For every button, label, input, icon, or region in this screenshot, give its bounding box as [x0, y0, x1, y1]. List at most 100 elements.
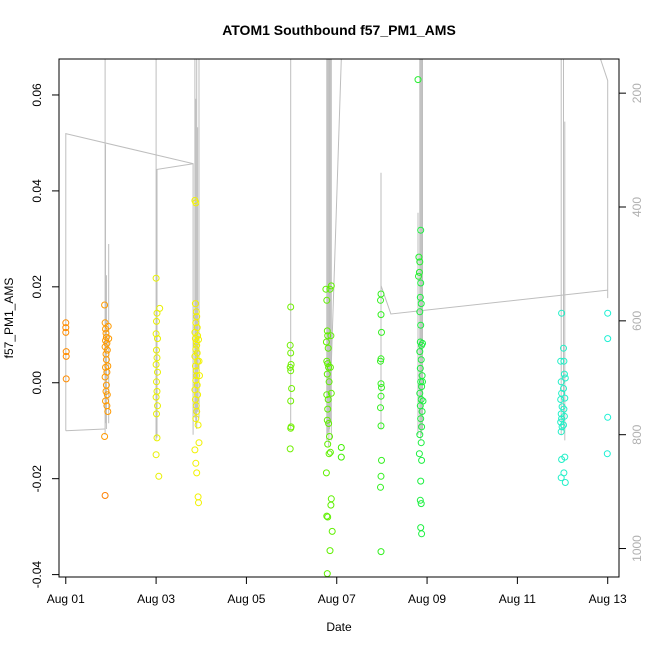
data-point — [416, 431, 424, 439]
data-point — [419, 378, 426, 386]
data-point — [322, 469, 330, 477]
data-point — [103, 391, 111, 399]
secondary-trace-segment — [600, 58, 609, 299]
data-point — [102, 329, 110, 337]
data-point — [560, 421, 567, 429]
data-point — [604, 413, 612, 421]
data-point — [326, 433, 333, 440]
x-tick-label: Aug 13 — [589, 592, 627, 606]
data-point — [377, 483, 384, 491]
data-point — [62, 324, 70, 332]
secondary-y-axis: 200 400 600 800 1000 — [619, 83, 644, 562]
data-point — [153, 410, 160, 418]
x-axis: Aug 01 Aug 03 Aug 05 Aug 07 Aug 09 Aug 11 Aug … — [47, 576, 627, 606]
data-point — [191, 362, 199, 370]
data-point — [152, 274, 160, 282]
data-point — [192, 308, 200, 316]
data-point — [193, 372, 201, 380]
data-point — [195, 336, 202, 344]
data-point — [104, 322, 112, 330]
x-axis-label: Date — [326, 620, 352, 634]
data-point — [604, 335, 612, 343]
data-points-layer — [62, 76, 612, 578]
data-point — [560, 357, 568, 365]
data-point — [560, 469, 568, 477]
data-point — [418, 456, 426, 464]
data-point — [561, 479, 569, 486]
data-point — [192, 367, 200, 375]
data-point — [152, 393, 160, 401]
data-point — [327, 332, 335, 340]
data-point — [191, 335, 199, 343]
data-point — [417, 500, 425, 508]
data-point — [191, 446, 199, 454]
data-point — [102, 397, 109, 405]
data-point — [558, 309, 566, 317]
data-point — [378, 456, 385, 464]
data-point — [153, 346, 160, 354]
data-point — [416, 348, 424, 356]
y2-tick-label: 1000 — [630, 535, 644, 562]
data-point — [328, 527, 336, 535]
x-tick-label: Aug 05 — [227, 592, 265, 606]
data-point — [192, 319, 200, 327]
data-point — [603, 450, 611, 458]
data-point — [192, 459, 200, 467]
data-point — [416, 496, 424, 504]
data-point — [417, 321, 425, 329]
data-point — [557, 396, 565, 403]
data-point — [419, 397, 427, 405]
data-point — [560, 370, 568, 378]
x-tick-label: Aug 07 — [318, 592, 356, 606]
data-point — [325, 420, 333, 427]
data-point — [192, 338, 200, 346]
data-point — [377, 548, 385, 556]
data-point — [323, 296, 331, 304]
data-point — [561, 453, 569, 461]
data-point — [286, 445, 294, 453]
data-point — [156, 304, 164, 312]
y2-tick-label: 400 — [630, 197, 644, 217]
y2-tick-label: 600 — [630, 310, 644, 330]
data-point — [101, 492, 109, 499]
data-point — [378, 328, 385, 336]
data-point — [419, 339, 426, 347]
data-point — [414, 76, 422, 84]
data-point — [193, 408, 201, 415]
data-point — [153, 317, 160, 325]
data-point — [417, 356, 425, 364]
data-point — [286, 363, 294, 371]
data-point — [192, 345, 200, 353]
data-point — [415, 272, 422, 280]
data-point — [561, 394, 569, 402]
data-point — [415, 450, 423, 458]
data-point — [417, 415, 425, 423]
data-point — [323, 370, 331, 378]
y-tick-label: 0.04 — [30, 179, 44, 203]
data-point — [416, 258, 424, 266]
data-point — [418, 383, 426, 391]
data-point — [288, 385, 296, 392]
data-point — [153, 378, 160, 386]
y-axis: -0.04 -0.02 0.00 0.02 0.04 0.06 — [30, 83, 59, 588]
data-point — [323, 416, 331, 424]
data-point — [557, 357, 565, 365]
data-point — [415, 268, 423, 276]
data-point — [418, 530, 426, 538]
data-point — [417, 439, 425, 447]
data-point — [325, 450, 333, 458]
data-point — [192, 376, 200, 384]
data-point — [195, 357, 203, 365]
data-point — [62, 348, 70, 356]
data-point — [377, 380, 385, 388]
data-point — [377, 296, 384, 304]
data-point — [192, 415, 200, 423]
data-point — [324, 440, 332, 448]
y-tick-label: -0.02 — [30, 465, 44, 493]
data-point — [377, 311, 385, 319]
data-point — [101, 373, 109, 381]
data-point — [558, 423, 566, 431]
data-point — [155, 472, 163, 480]
data-point — [324, 396, 332, 403]
